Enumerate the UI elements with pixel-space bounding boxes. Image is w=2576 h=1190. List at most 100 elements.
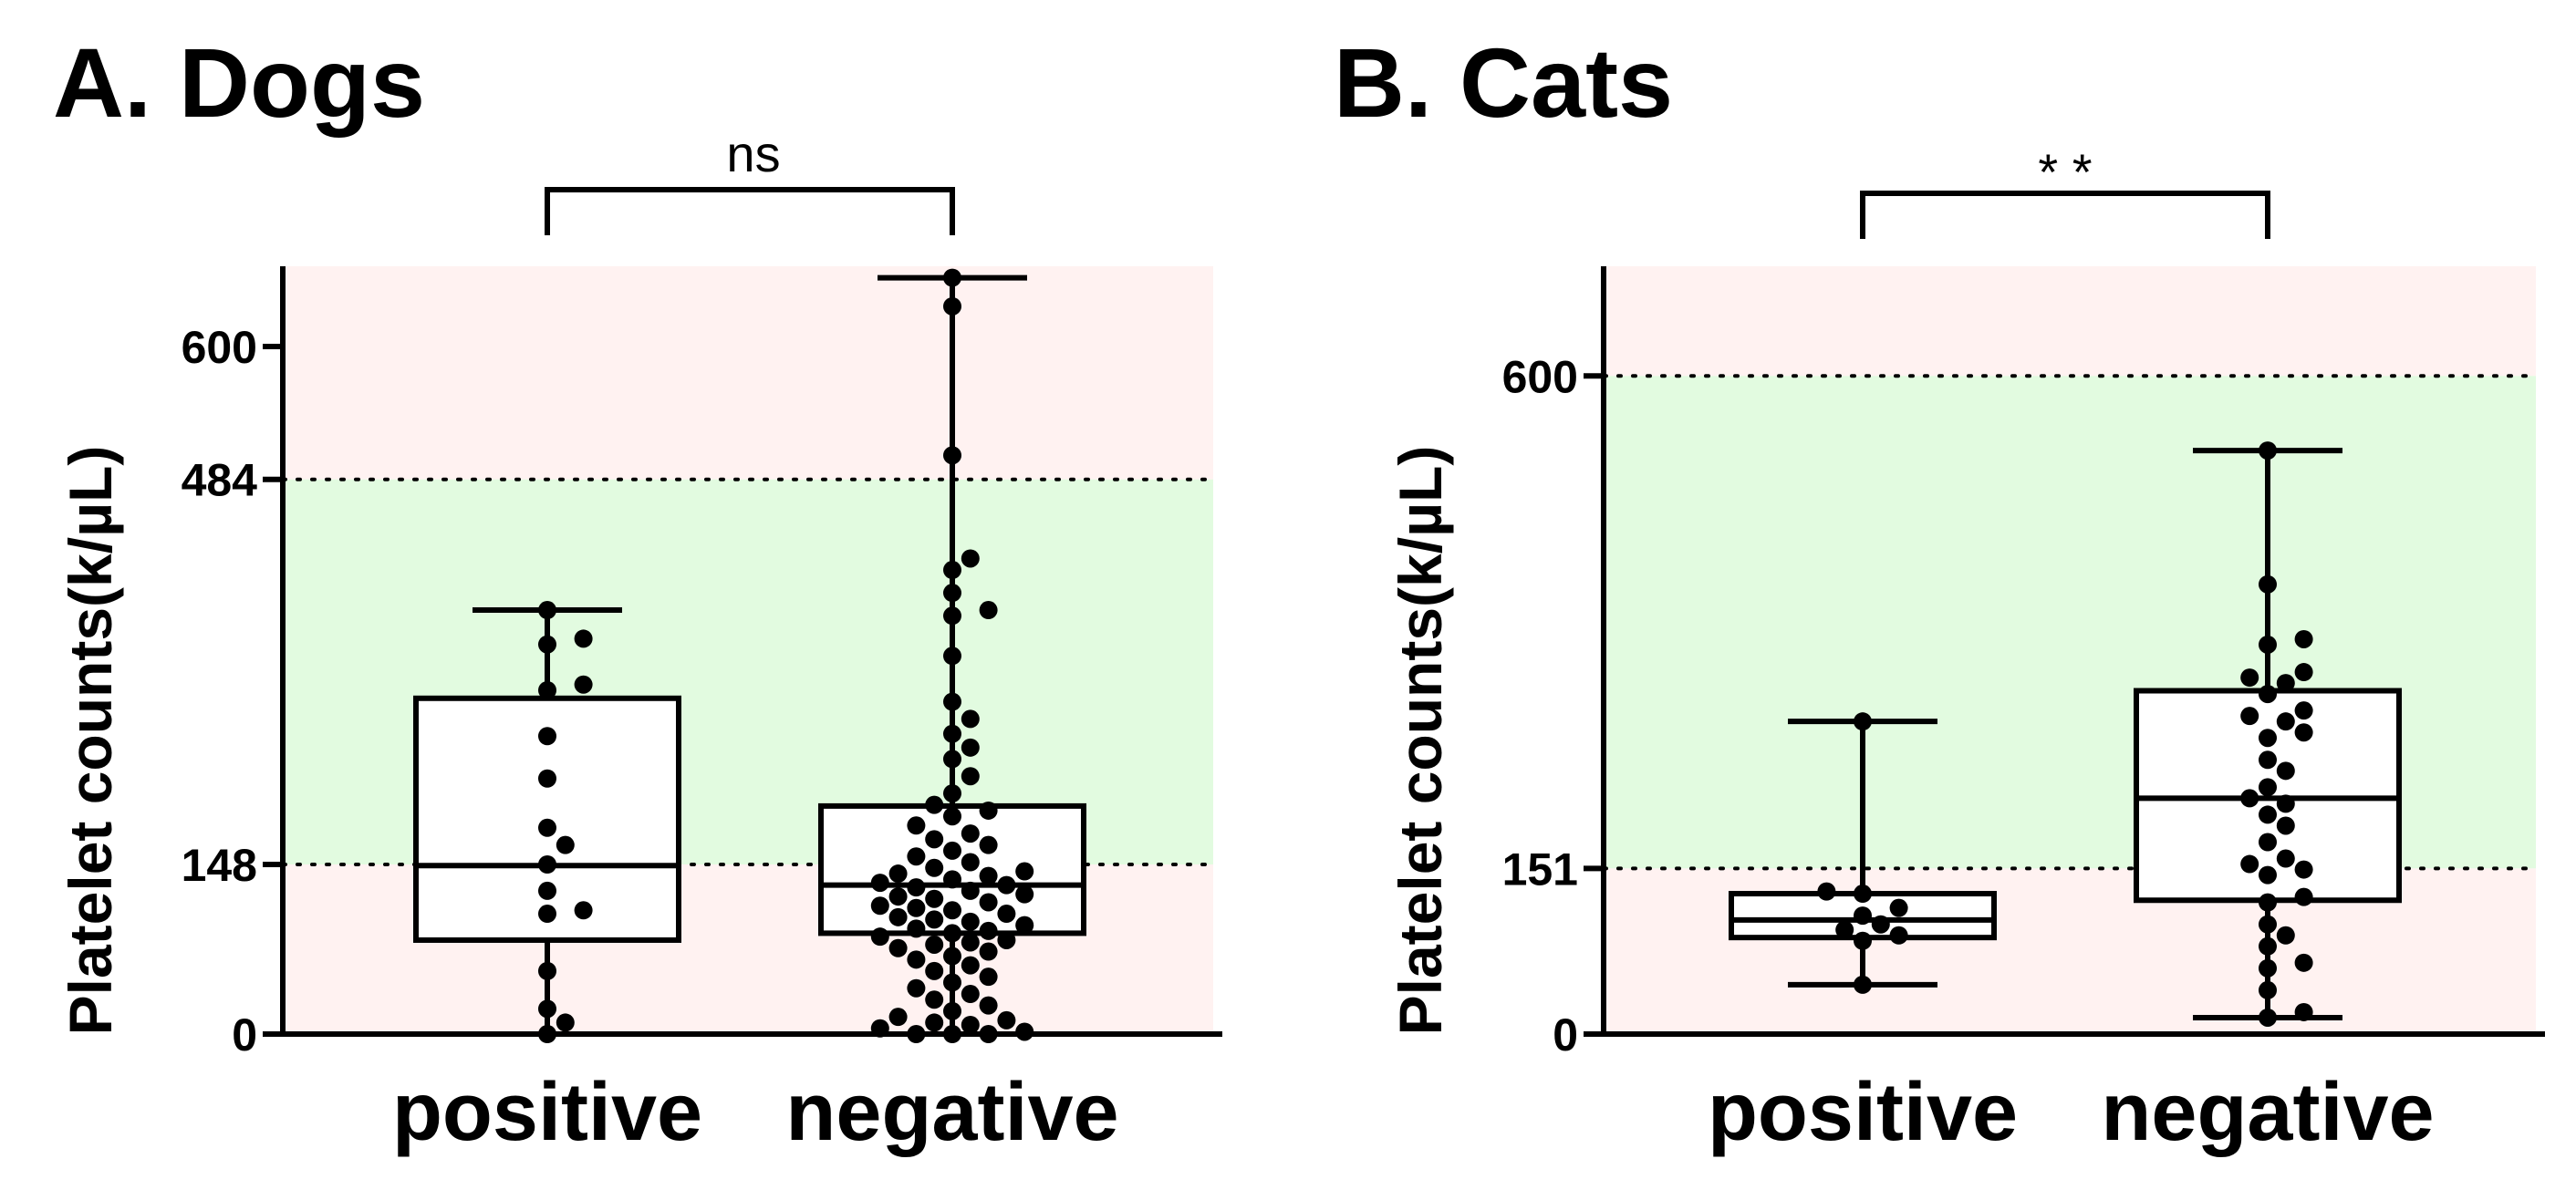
data-point [2259, 865, 2277, 885]
data-point [1854, 975, 1872, 994]
data-point [907, 816, 926, 835]
data-point [538, 881, 556, 900]
data-point [538, 961, 556, 980]
data-point [2259, 805, 2277, 824]
data-point [538, 818, 556, 837]
data-point [943, 268, 961, 287]
data-point [943, 1025, 961, 1043]
y-tick-label: 0 [1553, 1009, 1578, 1061]
data-point [888, 887, 908, 906]
data-point [961, 853, 980, 872]
data-point [556, 1013, 575, 1032]
data-point [907, 1025, 926, 1043]
points-positive [538, 601, 593, 1043]
data-point [907, 950, 926, 969]
data-point [979, 968, 998, 987]
data-point [925, 830, 944, 849]
data-point [2259, 750, 2277, 770]
data-point [2294, 701, 2313, 720]
data-point [870, 896, 889, 916]
data-point [2259, 574, 2277, 594]
data-point [1854, 712, 1872, 731]
data-point [538, 727, 556, 746]
data-point [2259, 1008, 2277, 1027]
data-point [574, 901, 593, 920]
data-point [2240, 789, 2259, 808]
y-axis-label: Platelet counts(k/µL) [1387, 446, 1454, 1036]
data-point [2240, 707, 2259, 726]
data-point [961, 709, 980, 729]
data-point [997, 905, 1016, 924]
data-point [1889, 926, 1908, 945]
data-point [538, 635, 556, 654]
y-tick-label: 0 [232, 1009, 257, 1061]
significance-bracket [1860, 191, 2270, 239]
data-point [979, 601, 998, 620]
data-point [538, 855, 556, 874]
data-point [2259, 441, 2277, 460]
data-point [979, 835, 998, 854]
data-point [961, 738, 980, 757]
data-point [2240, 668, 2259, 688]
points-negative [2240, 441, 2313, 1027]
data-point [943, 870, 961, 889]
points-positive [1817, 712, 1908, 994]
data-point [2259, 936, 2277, 956]
panel-dogs: A. Dogs Platelet counts(k/µL) ns positiv… [53, 27, 1222, 1158]
data-point [2276, 761, 2295, 781]
data-point [2259, 893, 2277, 912]
data-point [979, 921, 998, 940]
data-point [888, 864, 908, 884]
data-point [979, 1025, 998, 1043]
data-point [943, 750, 961, 769]
data-point [979, 801, 998, 820]
data-point [997, 1010, 1016, 1030]
data-point [979, 996, 998, 1015]
data-point [2294, 953, 2313, 972]
data-point [943, 784, 961, 803]
data-point [1854, 906, 1872, 926]
data-point [1015, 916, 1034, 935]
data-point [870, 927, 889, 947]
data-point [538, 1025, 556, 1043]
data-point [1015, 862, 1034, 881]
data-point [997, 930, 1016, 949]
data-point [2259, 980, 2277, 999]
data-point [2276, 849, 2295, 868]
data-point [907, 898, 926, 917]
data-point [961, 1015, 980, 1034]
data-point [538, 680, 556, 699]
data-point [556, 835, 575, 854]
data-point [979, 942, 998, 961]
data-point [943, 947, 961, 966]
data-point [943, 973, 961, 992]
shade-above-range [283, 266, 1213, 480]
significance-label: ns [726, 125, 780, 182]
data-point [2276, 794, 2295, 813]
data-point [574, 675, 593, 694]
data-point [943, 1001, 961, 1020]
data-point [907, 978, 926, 998]
data-point [925, 1013, 944, 1032]
y-axis-label: Platelet counts(k/µL) [57, 446, 124, 1036]
data-point [943, 606, 961, 626]
panel-cats: B. Cats Platelet counts(k/µL) * * positi… [1334, 27, 2545, 1158]
data-point [907, 847, 926, 866]
data-point [925, 910, 944, 929]
data-point [961, 549, 980, 568]
significance-bracket [545, 187, 955, 235]
data-point [888, 938, 908, 957]
data-point [538, 905, 556, 924]
data-point [870, 874, 889, 893]
y-tick-label: 151 [1502, 843, 1578, 895]
data-point [1889, 898, 1908, 917]
data-point [943, 724, 961, 743]
data-point [870, 1019, 889, 1038]
data-point [961, 881, 980, 900]
y-tick-label: 484 [182, 455, 258, 506]
panel-title: A. Dogs [53, 27, 425, 138]
data-point [943, 561, 961, 580]
data-point [1871, 915, 1890, 934]
data-point [997, 875, 1016, 895]
